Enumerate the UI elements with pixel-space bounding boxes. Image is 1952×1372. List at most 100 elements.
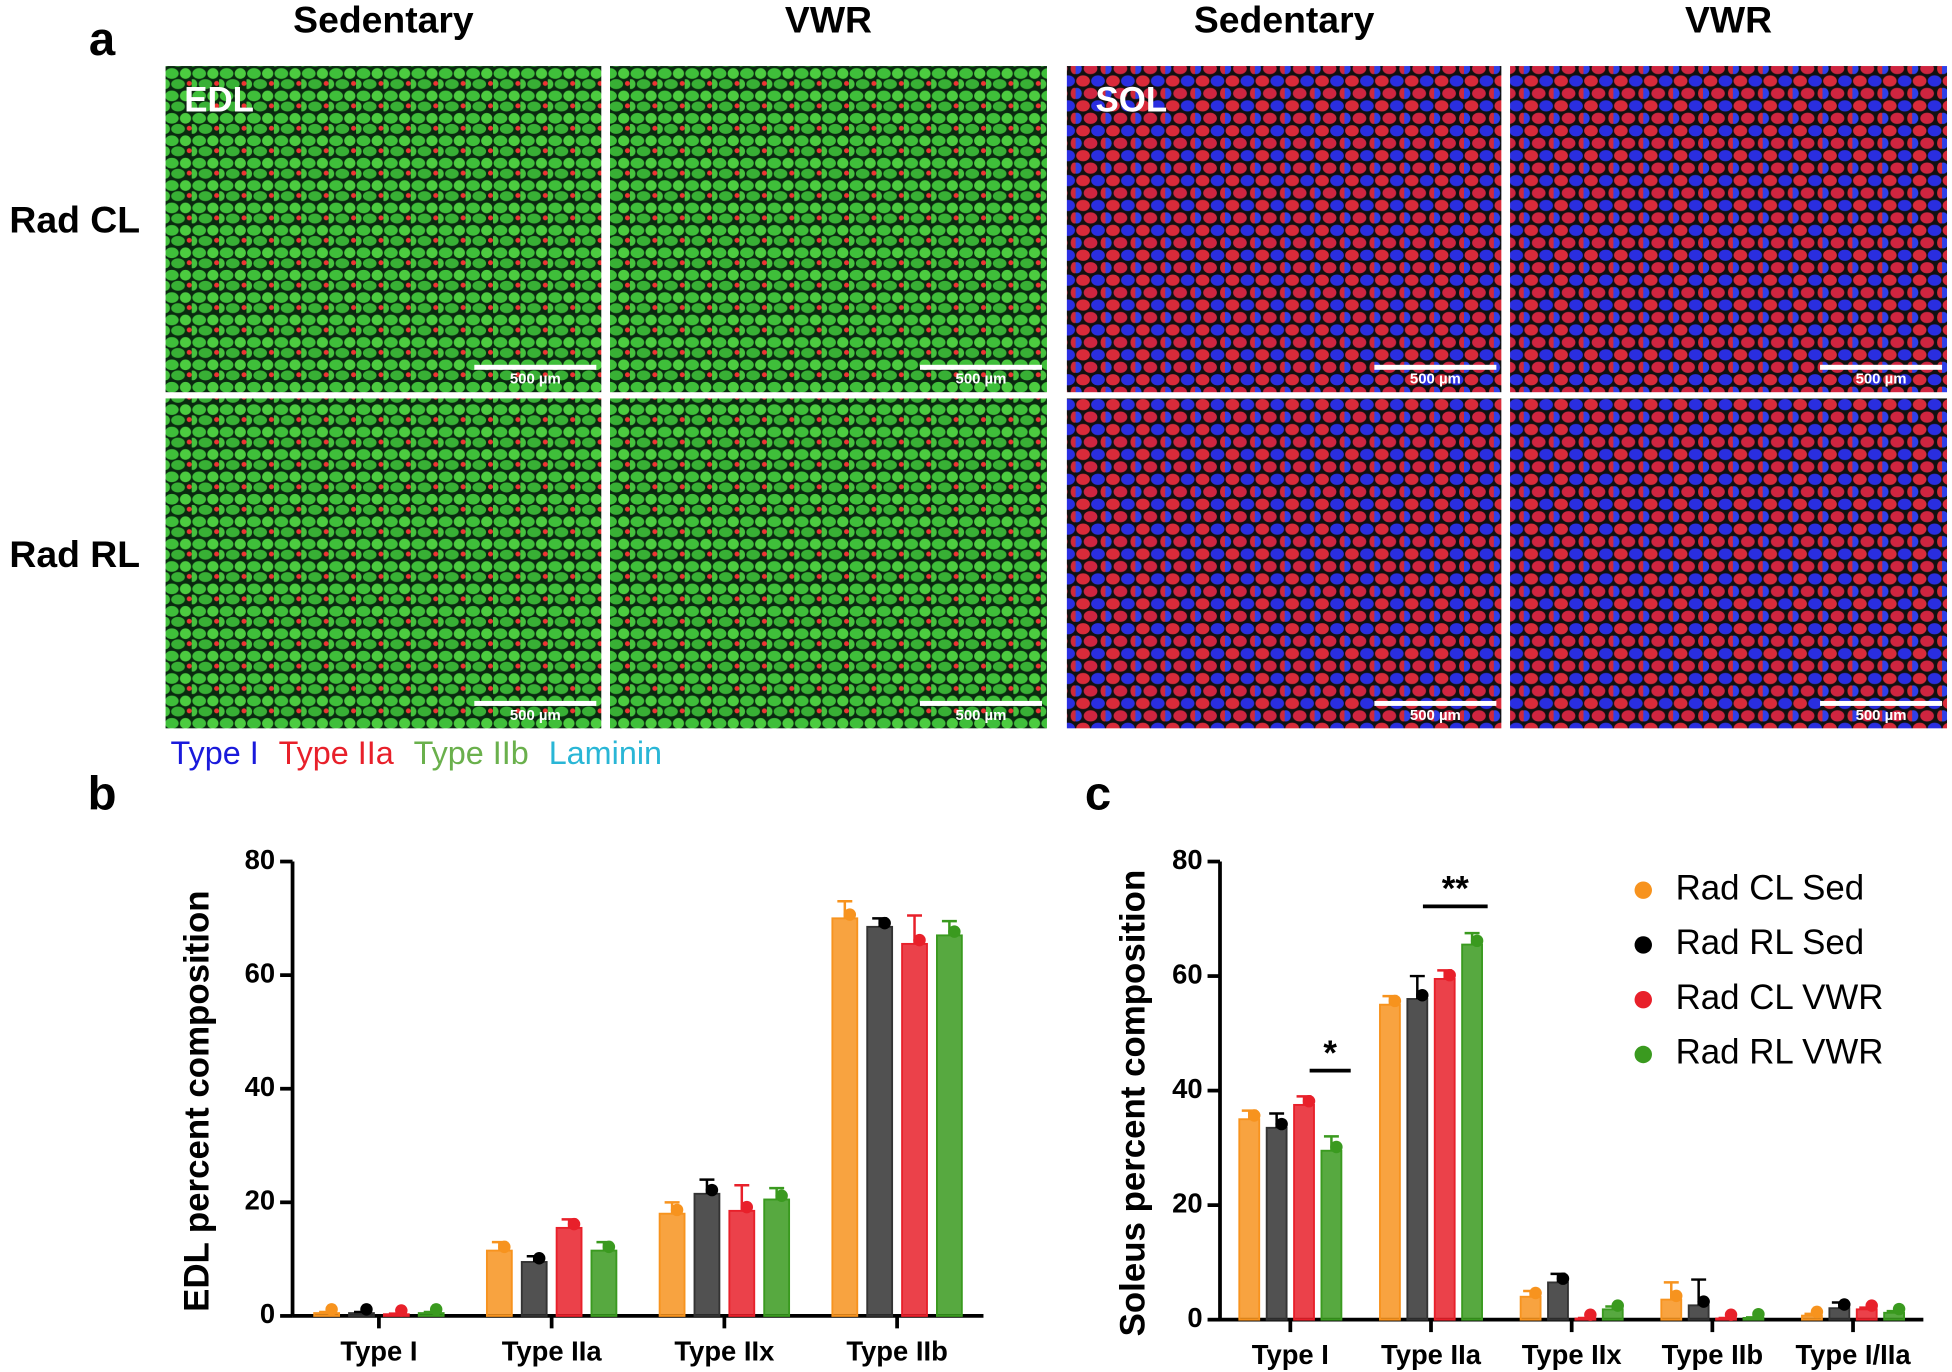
bar <box>555 1226 583 1317</box>
bar <box>866 925 894 1317</box>
data-point <box>843 908 857 921</box>
x-tick-label: Type IIa <box>502 1335 603 1366</box>
y-tick-label: 0 <box>1187 1302 1202 1333</box>
micrographs: 500 µm 500 µm 500 µm 500 µm 500 µm 500 µm 500 … <box>165 66 1948 729</box>
x-tick-label: Type I <box>340 1335 417 1366</box>
data-point <box>1892 1302 1906 1316</box>
data-point <box>1752 1307 1765 1321</box>
data-point <box>1724 1308 1738 1321</box>
scale-bar <box>474 364 597 370</box>
bar <box>1379 1003 1401 1321</box>
y-tick-label: 0 <box>260 1298 275 1329</box>
x-tick-label: Type IIx <box>674 1335 775 1366</box>
scale-bar <box>1374 700 1497 706</box>
data-point <box>325 1303 338 1316</box>
scale-bar <box>1820 364 1943 370</box>
x-tick-label: Type I <box>1252 1339 1329 1370</box>
data-point <box>498 1240 511 1254</box>
micrograph <box>610 66 1047 393</box>
scale-bar-label: 500 µm <box>956 371 1007 388</box>
row-label: Rad RL <box>9 533 140 575</box>
bar <box>1293 1103 1315 1321</box>
micrograph <box>610 398 1047 729</box>
stain-legend-entry: Type IIa <box>279 735 394 771</box>
data-point <box>1470 934 1484 948</box>
data-point <box>1275 1117 1288 1131</box>
bar <box>831 917 859 1317</box>
stain-legend-entry: Type IIb <box>414 735 529 771</box>
panel-label: a <box>89 13 116 66</box>
data-point <box>1697 1295 1710 1308</box>
scale-bar-label: 500 µm <box>1856 371 1907 388</box>
legend-label: Rad CL VWR <box>1676 978 1884 1017</box>
legend-swatch <box>1634 991 1652 1009</box>
bar <box>590 1249 618 1317</box>
y-tick-label: 40 <box>245 1071 275 1102</box>
y-tick-label: 80 <box>1172 844 1202 875</box>
data-point <box>705 1183 719 1197</box>
data-point <box>1611 1299 1624 1312</box>
data-point <box>948 925 961 938</box>
x-tick-label: Type IIb <box>846 1335 947 1366</box>
bar <box>520 1261 548 1317</box>
micrograph <box>1066 66 1502 393</box>
micrograph <box>1066 398 1502 729</box>
image-label: SOL <box>1096 80 1168 119</box>
stain-legend-entry: Laminin <box>549 735 662 771</box>
legend-label: Rad CL Sed <box>1676 868 1865 907</box>
micrograph <box>165 398 602 729</box>
data-point <box>670 1203 684 1217</box>
data-point <box>1388 994 1402 1008</box>
stain-legend-entry: Type I <box>171 735 259 771</box>
data-point <box>1330 1140 1343 1154</box>
scale-bar-label: 500 µm <box>956 707 1007 724</box>
scale-bar-label: 500 µm <box>1856 707 1907 724</box>
data-point <box>1302 1094 1316 1108</box>
bar <box>763 1198 791 1317</box>
data-point <box>1810 1305 1824 1319</box>
bar <box>1519 1295 1542 1321</box>
image-label: EDL <box>184 80 254 119</box>
bar <box>728 1209 756 1317</box>
micrograph <box>1510 66 1948 393</box>
x-tick-label: Type IIb <box>1662 1339 1763 1370</box>
legend-swatch <box>1634 936 1652 954</box>
column-header: VWR <box>785 0 872 40</box>
bar <box>1660 1298 1683 1321</box>
scale-bar-label: 500 µm <box>510 707 561 724</box>
significance-label: ** <box>1442 870 1470 909</box>
data-point <box>740 1200 754 1214</box>
data-point <box>360 1303 373 1316</box>
x-tick-label: Type IIa <box>1381 1339 1482 1370</box>
data-point <box>395 1304 408 1317</box>
legend-label: Rad RL Sed <box>1676 923 1865 962</box>
data-point <box>429 1303 443 1316</box>
row-label: Rad CL <box>9 199 140 241</box>
scale-bar <box>1820 700 1943 706</box>
data-point <box>775 1189 788 1202</box>
legend-swatch <box>1634 1045 1652 1064</box>
scale-bar-label: 500 µm <box>510 371 561 388</box>
data-point <box>878 916 891 930</box>
data-point <box>532 1252 546 1265</box>
data-point <box>1529 1286 1542 1300</box>
significance-label: * <box>1323 1034 1337 1073</box>
bar <box>1433 977 1456 1321</box>
scale-bar-label: 500 µm <box>1410 707 1461 724</box>
bar <box>1547 1281 1569 1321</box>
scale-bar <box>1374 364 1497 370</box>
panel-label: c <box>1085 767 1111 820</box>
y-tick-label: 20 <box>1172 1187 1202 1218</box>
data-point <box>1584 1308 1597 1321</box>
y-tick-label: 60 <box>1172 958 1202 989</box>
data-point <box>1556 1272 1570 1285</box>
y-tick-label: 20 <box>245 1185 275 1216</box>
column-header: VWR <box>1685 0 1772 40</box>
legend-label: Rad RL VWR <box>1676 1033 1884 1072</box>
data-point <box>1865 1299 1878 1312</box>
data-point <box>1248 1109 1261 1122</box>
bar <box>1265 1126 1288 1321</box>
data-point <box>1838 1298 1851 1311</box>
